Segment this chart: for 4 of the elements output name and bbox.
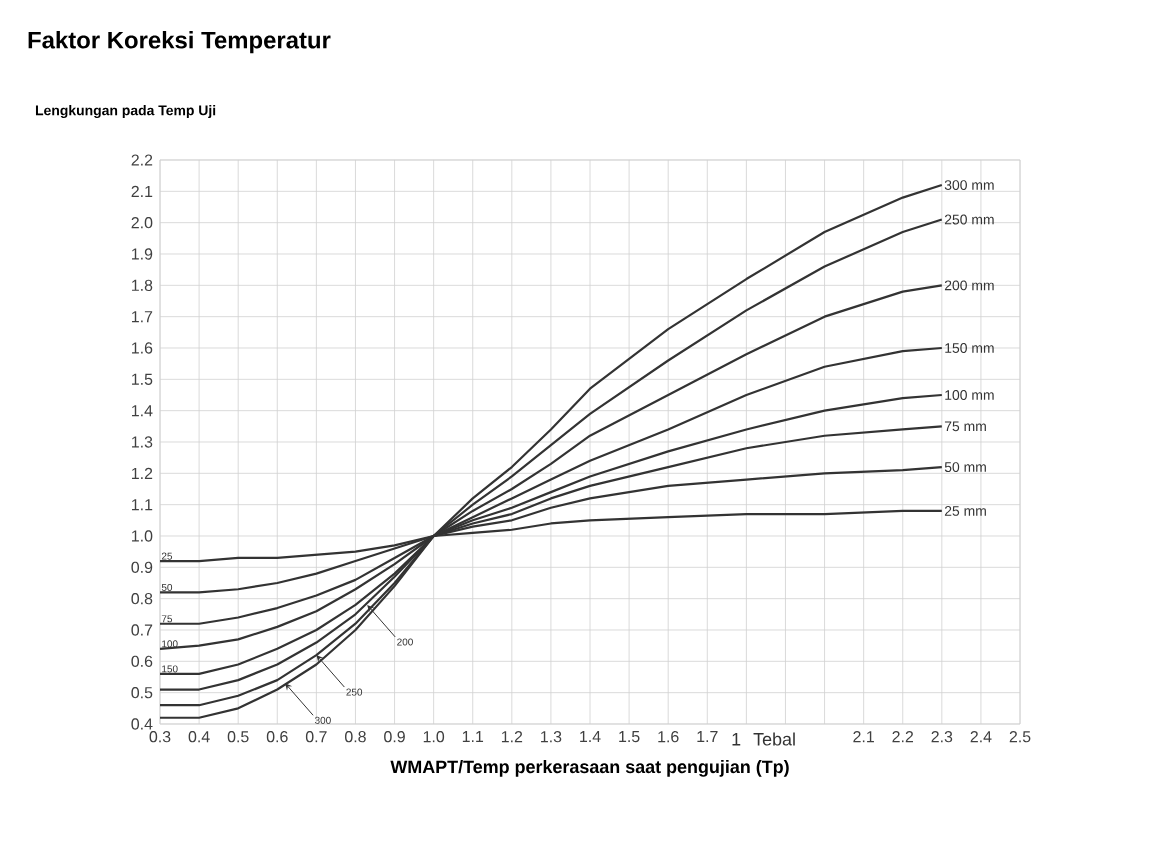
x-axis-title: WMAPT/Temp perkerasaan saat pengujian (Tp) xyxy=(390,760,789,777)
chart-title: Faktor Koreksi Temperatur xyxy=(28,31,331,54)
text: Tebal xyxy=(753,732,795,746)
text: 1 xyxy=(732,733,741,746)
